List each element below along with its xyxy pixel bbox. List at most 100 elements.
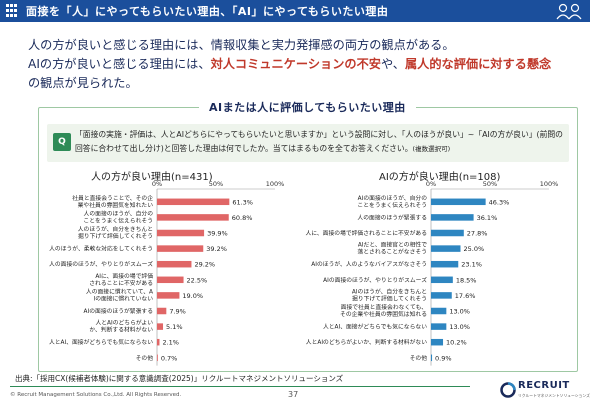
category-label: 掘り下げて評価してくれそう — [352, 294, 427, 302]
intro-line-1: 人の方が良いと感じる理由には、情報収集と実力発揮感の両方の観点がある。 — [28, 38, 455, 52]
category-label: 面接で社員と直接会わなくても、 — [341, 303, 427, 311]
category-label: 人の面接のほうが、自分の — [84, 209, 154, 217]
page-number: 37 — [288, 390, 299, 399]
bar — [431, 276, 453, 284]
reason-panel: AIまたは人に評価してもらいたい理由 Q 「面接の実施・評価は、人とAIどちらに… — [38, 99, 578, 372]
data-label: 36.1% — [477, 214, 498, 222]
intro-line-2: AIの方が良いと感じる理由には、対人コミュニケーションの不安や、属人的な評価に対… — [28, 55, 568, 74]
category-label: 人のほうが、柔軟な対応をしてくれそう — [49, 245, 153, 253]
category-label: 落とされることがなさそう — [357, 248, 427, 256]
data-label: 27.8% — [467, 230, 488, 238]
category-label: 人の面接のほうが緊張する — [357, 213, 427, 221]
data-label: 0.7% — [161, 354, 178, 362]
source-note: 出典:「採用CX(候補者体験)に関する意識調査(2025)」リクルートマネジメン… — [15, 374, 344, 383]
category-label: ことをうまく伝えられそう — [83, 216, 153, 224]
data-label: 39.2% — [206, 245, 227, 253]
data-label: 46.3% — [489, 198, 510, 206]
panel-title: AIまたは人に評価してもらいたい理由 — [199, 99, 416, 115]
category-label: AIに、面接の場で評価 — [95, 272, 153, 280]
bar — [157, 245, 204, 252]
axis-tick-label: 50% — [483, 180, 497, 188]
bar — [157, 260, 192, 268]
data-label: 23.1% — [461, 261, 482, 269]
category-label: AIだと、面接官との相性で — [358, 241, 427, 249]
data-label: 2.1% — [162, 339, 179, 347]
category-label: 人に、面接の場で評価されることに不安がある — [305, 229, 427, 237]
category-label: 人のほうが、自分をきちんと — [78, 225, 153, 233]
recruit-logo: RECRUIT リクルートマネジメントソリューションズ — [500, 380, 590, 402]
bar — [431, 214, 474, 221]
bar — [431, 338, 444, 346]
data-label: 10.2% — [446, 339, 467, 347]
category-label: されることに不安がある — [89, 279, 153, 287]
question-box: Q 「面接の実施・評価は、人とAIどちらにやってもらいたいと思いますか」という設… — [47, 124, 569, 162]
highlight-evaluation: 属人的な評価に対する懸念 — [404, 57, 552, 71]
data-label: 18.5% — [456, 276, 477, 284]
data-label: 13.0% — [449, 308, 470, 316]
bar — [431, 198, 486, 206]
category-label: 人の面接のほうが、やりとりがスムーズ — [49, 260, 153, 268]
logo-text: RECRUIT — [518, 380, 570, 391]
category-label: その企業や社員の雰囲気は知れる — [340, 310, 427, 318]
axis-tick-label: 0% — [152, 180, 162, 188]
category-label: AIのほうが、自分をきちんと — [352, 287, 427, 295]
bar — [157, 198, 230, 206]
category-label: AIの面接のほうが、やりとりがスムーズ — [323, 276, 427, 284]
category-label: AIの面接のほうが緊張する — [84, 307, 153, 315]
intro-line-2-mid: や、 — [380, 57, 405, 71]
category-label: 人の面接に慣れていて、A — [86, 287, 153, 295]
header-bar: 面接を「人」にやってもらいたい理由、「AI」にやってもらいたい理由 — [0, 0, 590, 22]
bar — [157, 229, 205, 237]
bar — [431, 307, 447, 315]
category-label: AIのほうが、人のようなバイアスがなさそう — [311, 260, 427, 268]
ai-chart-title: AIの方が良い理由(n=108) — [379, 172, 501, 183]
category-label: ことをうまく伝えられそう — [357, 201, 427, 209]
bar — [431, 323, 447, 330]
highlight-communication: 対人コミュニケーションの不安 — [210, 57, 381, 71]
data-label: 19.0% — [182, 292, 203, 300]
intro-text: 人の方が良いと感じる理由には、情報収集と実力発揮感の両方の観点がある。 AIの方… — [28, 36, 568, 93]
category-label: Iの面接に慣れていない — [93, 294, 153, 302]
data-label: 17.6% — [455, 292, 476, 300]
category-label: AIの面接のほうが、自分の — [358, 194, 428, 202]
data-label: 0.9% — [435, 354, 452, 362]
question-text: 「面接の実施・評価は、人とAIどちらにやってもらいたいと思いますか」という設問に… — [75, 128, 565, 156]
bar — [431, 229, 464, 237]
category-label: その他 — [136, 354, 154, 362]
bar — [157, 338, 160, 346]
human-chart-title: 人の方が良い理由(n=431) — [91, 172, 213, 183]
bar — [157, 214, 229, 221]
bar — [431, 292, 452, 299]
bar — [157, 307, 167, 315]
category-label: 業や社員の雰囲気を知れたい — [78, 201, 154, 209]
bar — [157, 276, 184, 284]
question-body: 「面接の実施・評価は、人とAIどちらにやってもらいたいと思いますか」という設問に… — [75, 130, 563, 153]
axis-tick-label: 100% — [540, 180, 559, 188]
logo-mark-icon — [500, 382, 516, 398]
data-label: 61.3% — [232, 198, 253, 206]
question-badge: Q — [53, 133, 71, 151]
logo-subtext: リクルートマネジメントソリューションズ — [518, 393, 590, 398]
category-label: その他 — [410, 354, 428, 362]
data-label: 22.5% — [187, 276, 208, 284]
category-label: 社員と直接会うことで、その企 — [72, 194, 153, 202]
data-label: 39.9% — [207, 230, 228, 238]
question-note: (複数選択可) — [412, 145, 451, 153]
bar — [157, 292, 180, 299]
data-label: 25.0% — [464, 245, 485, 253]
category-label: 人とAI、面接がどちらでも気にならない — [323, 323, 427, 331]
axis-tick-label: 0% — [426, 180, 436, 188]
bar — [431, 354, 433, 362]
grid-icon — [6, 4, 20, 18]
bar — [431, 245, 461, 252]
category-label: 掘り下げて評価してくれそう — [78, 232, 153, 240]
category-label: 人とAI、面接がどちらでも気にならない — [49, 338, 153, 346]
data-label: 5.1% — [166, 323, 183, 331]
bar — [431, 260, 459, 268]
category-label: 人とAIのどちらがよい — [95, 319, 153, 327]
copyright: © Recruit Management Solutions Co.,Ltd. … — [10, 392, 182, 398]
bar — [157, 323, 164, 330]
data-label: 7.9% — [169, 308, 186, 316]
